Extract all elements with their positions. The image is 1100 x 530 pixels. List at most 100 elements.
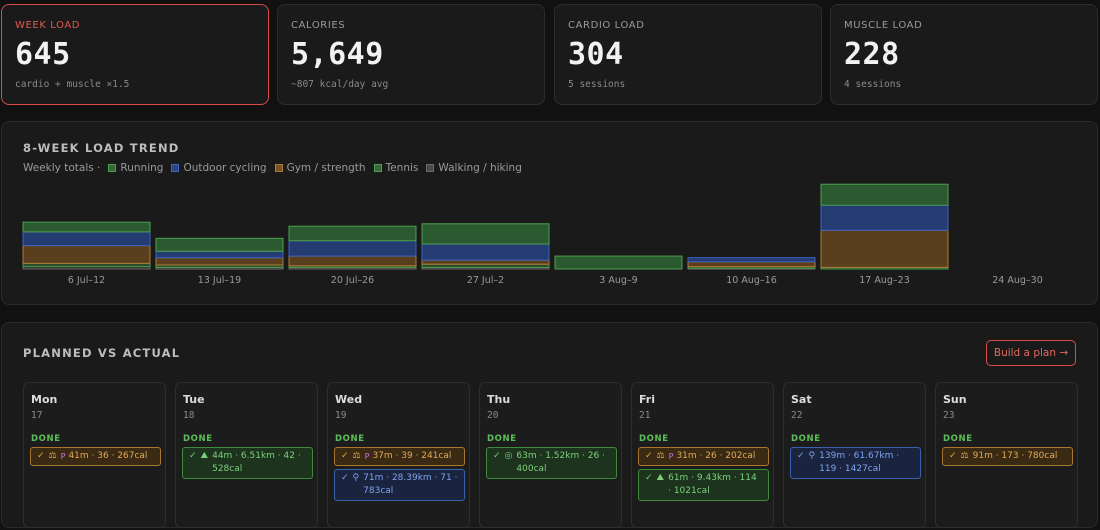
check-icon: ✓ (645, 473, 653, 483)
day-date: 21 (639, 410, 651, 421)
bar-segment[interactable] (155, 250, 284, 259)
kpi-label: WEEK LOAD (15, 20, 81, 31)
day-date: 23 (943, 410, 955, 421)
bar-segment[interactable] (155, 257, 284, 266)
tennis-icon: ◎ (504, 451, 513, 461)
activity-chip[interactable]: ✓ ◎ 63m · 1.52km · 26 · 400cal (486, 447, 617, 479)
day-card-mon[interactable]: Mon 17 DONE ✓ ⚖ P 41m · 36 · 267cal (23, 382, 166, 528)
activity-chip[interactable]: ✓ ⛰ 61m · 9.43km · 114 · 1021cal (638, 469, 769, 501)
activity-summary: 44m · 6.51km · 42 · 528cal (212, 451, 301, 474)
bar-segment[interactable] (820, 183, 949, 206)
x-tick-label: 20 Jul–26 (331, 275, 374, 286)
x-tick-label: 10 Aug–16 (726, 275, 777, 286)
status-badge: DONE (183, 434, 213, 444)
load-trend-chart: 6 Jul–12 13 Jul–19 20 Jul–26 27 Jul–2 3 Aug–… (22, 183, 1043, 286)
day-card-fri[interactable]: Fri 21 DONE ✓ ⚖ P 31m · 26 · 202cal ✓ ⛰ 61m · 9.4… (631, 382, 774, 528)
panel-title: 8-WEEK LOAD TREND (23, 141, 180, 155)
day-card-sun[interactable]: Sun 23 DONE ✓ ⚖ 91m · 173 · 780cal (935, 382, 1078, 528)
dumbbell-icon: ⚖ (352, 451, 361, 461)
planned-vs-actual-panel: PLANNED VS ACTUAL Build a plan → Mon 17 DO… (1, 322, 1098, 528)
check-icon: ✓ (37, 451, 45, 461)
legend-swatch (426, 164, 435, 172)
status-badge: DONE (943, 434, 973, 444)
legend-prefix: Weekly totals · (23, 162, 101, 174)
bar-segment[interactable] (421, 243, 550, 261)
legend-label: Gym / strength (286, 162, 366, 174)
activity-summary: 91m · 173 · 780cal (972, 451, 1058, 461)
bar-segment[interactable] (288, 255, 417, 267)
activity-summary: 71m · 28.39km · 71 · 783cal (363, 473, 458, 496)
dumbbell-icon: ⚖ (960, 451, 969, 461)
activity-chip[interactable]: ✓ ⚲ 139m · 61.67km · 119 · 1427cal (790, 447, 921, 479)
build-plan-button[interactable]: Build a plan → (986, 340, 1076, 366)
bar-segment[interactable] (687, 257, 816, 263)
x-tick-label: 27 Jul–2 (467, 275, 504, 286)
legend-item: Tennis (373, 162, 419, 174)
bar-segment[interactable] (554, 255, 683, 270)
legend-label: Running (120, 162, 164, 174)
check-icon: ✓ (645, 451, 653, 461)
activity-chip[interactable]: ✓ ⚖ P 31m · 26 · 202cal (638, 447, 769, 466)
bar-segment[interactable] (22, 245, 151, 264)
x-tick-label: 6 Jul–12 (68, 275, 105, 286)
kpi-value: 645 (15, 37, 71, 72)
kpi-week-load[interactable]: WEEK LOAD 645 cardio + muscle ×1.5 (1, 4, 269, 105)
day-name: Mon (31, 393, 58, 406)
day-date: 18 (183, 410, 195, 421)
activity-chip[interactable]: ✓ ⚲ 71m · 28.39km · 71 · 783cal (334, 469, 465, 501)
bar-segment[interactable] (687, 261, 816, 268)
kpi-value: 5,649 (291, 37, 384, 72)
activity-summary: 31m · 26 · 202cal (676, 451, 756, 461)
legend-item: Outdoor cycling (171, 162, 267, 174)
status-badge: DONE (487, 434, 517, 444)
hiking-icon: ⛰ (656, 473, 665, 483)
kpi-calories[interactable]: CALORIES 5,649 ~807 kcal/day avg (277, 4, 545, 105)
kpi-sub: ~807 kcal/day avg (291, 79, 389, 90)
check-icon: ✓ (341, 473, 349, 483)
kpi-label: CALORIES (291, 20, 346, 31)
legend-label: Tennis (385, 162, 419, 174)
activity-chip[interactable]: ✓ ⚖ P 41m · 36 · 267cal (30, 447, 161, 466)
bar-segment[interactable] (155, 237, 284, 252)
check-icon: ✓ (341, 451, 349, 461)
bike-icon: ⚲ (352, 473, 360, 483)
activity-chip[interactable]: ✓ ⛰ 44m · 6.51km · 42 · 528cal (182, 447, 313, 479)
x-tick-label: 24 Aug–30 (992, 275, 1043, 286)
day-card-tue[interactable]: Tue 18 DONE ✓ ⛰ 44m · 6.51km · 42 · 528cal (175, 382, 318, 528)
bar-segment[interactable] (820, 229, 949, 268)
status-badge: DONE (791, 434, 821, 444)
bar-segment[interactable] (288, 240, 417, 257)
legend-label: Walking / hiking (438, 162, 522, 174)
status-badge: DONE (31, 434, 61, 444)
kpi-label: MUSCLE LOAD (844, 20, 923, 31)
activity-chip[interactable]: ✓ ⚖ 91m · 173 · 780cal (942, 447, 1073, 466)
planned-badge: P (60, 452, 66, 461)
kpi-value: 228 (844, 37, 900, 72)
bar-segment[interactable] (820, 204, 949, 231)
day-card-sat[interactable]: Sat 22 DONE ✓ ⚲ 139m · 61.67km · 119 · 1427ca… (783, 382, 926, 528)
legend-swatch (108, 164, 117, 172)
bike-icon: ⚲ (808, 451, 816, 461)
activity-chip[interactable]: ✓ ⚖ P 37m · 39 · 241cal (334, 447, 465, 466)
legend-label: Outdoor cycling (183, 162, 267, 174)
day-name: Thu (487, 393, 511, 406)
day-card-thu[interactable]: Thu 20 DONE ✓ ◎ 63m · 1.52km · 26 · 400cal (479, 382, 622, 528)
bar-segment[interactable] (22, 231, 151, 247)
chart-legend: Weekly totals · Running Outdoor cycling Gy… (23, 162, 522, 174)
legend-item: Running (108, 162, 163, 174)
legend-item: Gym / strength (274, 162, 366, 174)
bar-segment[interactable] (288, 225, 417, 242)
bar-segment[interactable] (421, 259, 550, 265)
day-name: Wed (335, 393, 363, 406)
check-icon: ✓ (797, 451, 805, 461)
kpi-label: CARDIO LOAD (568, 20, 645, 31)
planned-badge: P (668, 452, 674, 461)
bar-segment[interactable] (421, 223, 550, 245)
kpi-cardio-load[interactable]: CARDIO LOAD 304 5 sessions (554, 4, 822, 105)
day-date: 19 (335, 410, 347, 421)
bar-segment[interactable] (22, 221, 151, 233)
day-card-wed[interactable]: Wed 19 DONE ✓ ⚖ P 37m · 39 · 241cal ✓ ⚲ 71m · 28.… (327, 382, 470, 528)
dumbbell-icon: ⚖ (48, 451, 57, 461)
kpi-muscle-load[interactable]: MUSCLE LOAD 228 4 sessions (830, 4, 1098, 105)
check-icon: ✓ (949, 451, 957, 461)
